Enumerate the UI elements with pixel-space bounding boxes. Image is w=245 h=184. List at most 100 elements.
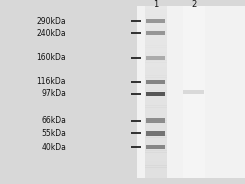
Bar (146, 118, 165, 123)
Bar (145, 62, 167, 65)
Bar (145, 131, 167, 133)
Bar (145, 150, 167, 153)
Text: 97kDa: 97kDa (41, 89, 66, 98)
Bar (145, 114, 167, 116)
Bar (145, 101, 167, 103)
Bar (145, 30, 167, 33)
Bar (145, 109, 167, 112)
Bar (145, 172, 167, 174)
Text: 160kDa: 160kDa (37, 54, 66, 62)
Text: 116kDa: 116kDa (37, 77, 66, 86)
Bar (145, 13, 167, 16)
Bar (183, 90, 204, 94)
Bar (145, 97, 167, 99)
Bar (145, 103, 167, 106)
Bar (145, 129, 167, 131)
Bar (145, 11, 167, 13)
Bar (145, 60, 167, 63)
Bar (183, 6, 205, 178)
Bar (145, 144, 167, 146)
Bar (145, 122, 167, 125)
Bar (145, 135, 167, 138)
Bar (145, 75, 167, 78)
Bar (145, 69, 167, 71)
Bar (145, 139, 167, 142)
Bar (145, 165, 167, 168)
Bar (145, 20, 167, 22)
Bar (145, 22, 167, 24)
Bar (146, 92, 165, 96)
Bar (145, 7, 167, 9)
Bar (145, 56, 167, 59)
Bar (145, 88, 167, 91)
Bar (145, 58, 167, 61)
Bar (145, 116, 167, 118)
Bar (145, 142, 167, 144)
Bar (145, 148, 167, 151)
Bar (145, 167, 167, 170)
Bar (145, 118, 167, 121)
Bar (146, 19, 165, 23)
Bar (145, 15, 167, 18)
Text: 55kDa: 55kDa (41, 129, 66, 138)
Bar (145, 71, 167, 73)
Bar (145, 92, 167, 95)
Bar (145, 43, 167, 46)
Bar (145, 133, 167, 136)
Bar (145, 73, 167, 76)
Bar (146, 56, 165, 60)
Bar (145, 37, 167, 39)
Bar (145, 137, 167, 140)
Bar (145, 6, 167, 178)
Text: 66kDa: 66kDa (41, 116, 66, 125)
Bar (145, 82, 167, 84)
Bar (145, 95, 167, 97)
Bar (145, 155, 167, 157)
Bar (145, 159, 167, 161)
Bar (145, 107, 167, 110)
Bar (145, 174, 167, 176)
Bar (146, 131, 165, 136)
Bar (146, 80, 165, 84)
Bar (145, 17, 167, 20)
Bar (145, 146, 167, 148)
Text: 40kDa: 40kDa (41, 143, 66, 152)
Bar (145, 169, 167, 172)
Text: 1: 1 (153, 0, 158, 9)
Bar (145, 52, 167, 54)
Bar (145, 99, 167, 101)
Bar (145, 163, 167, 166)
Bar (146, 31, 165, 35)
Bar (145, 86, 167, 89)
Bar (145, 9, 167, 11)
Bar (145, 105, 167, 108)
Bar (145, 32, 167, 35)
Bar (145, 47, 167, 50)
Bar (145, 24, 167, 26)
Bar (145, 45, 167, 48)
Text: 290kDa: 290kDa (37, 17, 66, 26)
Bar (137, 6, 245, 178)
Bar (145, 35, 167, 37)
Bar (145, 67, 167, 69)
Bar (145, 39, 167, 41)
Text: 2: 2 (191, 0, 196, 9)
Bar (145, 157, 167, 159)
Bar (145, 26, 167, 29)
Bar (145, 84, 167, 86)
Bar (145, 90, 167, 93)
Bar (145, 120, 167, 123)
Bar (145, 49, 167, 52)
Bar (145, 54, 167, 56)
Bar (145, 127, 167, 129)
Bar (145, 79, 167, 82)
Bar (146, 145, 165, 149)
Bar (145, 112, 167, 114)
Bar (145, 176, 167, 178)
Text: 240kDa: 240kDa (37, 29, 66, 38)
Bar (145, 125, 167, 127)
Bar (145, 65, 167, 67)
Bar (145, 152, 167, 155)
Bar (145, 41, 167, 43)
Bar (145, 28, 167, 31)
